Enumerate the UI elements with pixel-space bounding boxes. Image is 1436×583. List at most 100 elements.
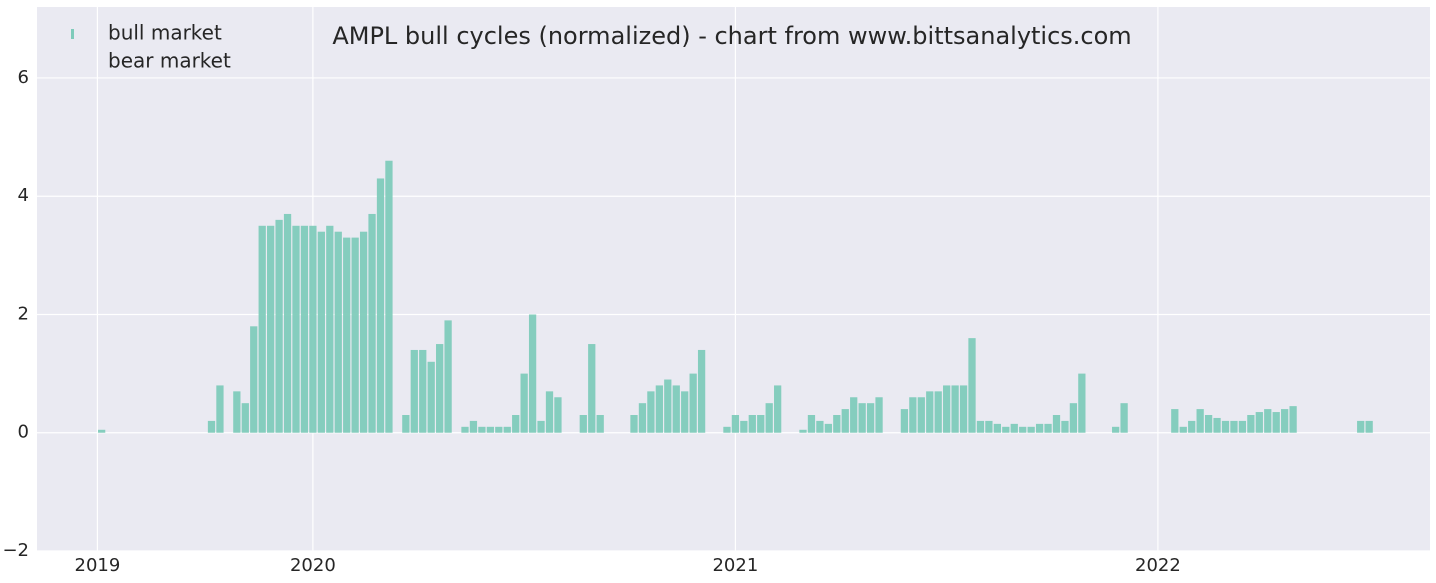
bar (926, 391, 934, 433)
bar (233, 391, 241, 433)
bar (824, 423, 832, 433)
bar (664, 379, 672, 433)
bar (959, 385, 968, 433)
bar (943, 385, 951, 433)
bar (807, 415, 816, 433)
bar (1112, 426, 1120, 433)
legend-marker (71, 29, 74, 39)
legend: bull market bear market (71, 21, 231, 73)
bar (1069, 403, 1078, 433)
bar (537, 420, 545, 433)
bar (520, 373, 528, 433)
bar (98, 429, 106, 433)
bar (866, 403, 875, 433)
bar (900, 409, 909, 433)
bar (1019, 426, 1027, 433)
legend-marker (71, 57, 74, 67)
bar (444, 320, 452, 433)
bar (934, 391, 942, 433)
bar (1357, 420, 1365, 433)
bar (1188, 420, 1196, 433)
bar (326, 225, 334, 433)
bar (486, 426, 494, 433)
bar (1281, 409, 1289, 433)
bar (427, 361, 435, 433)
y-tick-label: 6 (18, 67, 29, 88)
bar (512, 415, 520, 433)
bar (1365, 420, 1373, 433)
bar (1255, 412, 1263, 433)
bar (697, 349, 706, 433)
bar (740, 420, 748, 433)
bar (267, 225, 275, 433)
legend-text: bear market (108, 49, 231, 73)
bar (630, 415, 638, 433)
bar (1238, 420, 1247, 433)
bar (841, 409, 849, 433)
bar (241, 403, 249, 433)
bar (579, 415, 587, 433)
bar (528, 314, 537, 433)
y-tick-label: 0 (18, 422, 29, 443)
bar (1171, 409, 1179, 433)
bar (723, 426, 731, 433)
bar (376, 178, 385, 433)
bar (419, 349, 427, 433)
bar (757, 415, 765, 433)
bar (216, 385, 224, 433)
bar (317, 231, 325, 433)
bar (545, 391, 554, 433)
bar (495, 426, 503, 433)
bar (968, 338, 976, 433)
bar (638, 403, 647, 433)
bar (368, 213, 376, 433)
bar (1179, 426, 1187, 433)
bar (976, 420, 985, 433)
bar (1044, 423, 1052, 433)
bar (461, 426, 469, 433)
bar (359, 231, 368, 433)
bar (1264, 409, 1272, 433)
bar (1052, 415, 1061, 433)
bar (1002, 426, 1010, 433)
bar (1120, 403, 1128, 433)
bar (765, 403, 773, 433)
bar (748, 415, 756, 433)
bar (799, 429, 807, 433)
bar (993, 423, 1001, 433)
bar (655, 385, 663, 433)
bar (1289, 406, 1297, 433)
x-tick-label: 2020 (290, 555, 336, 576)
bar (850, 397, 858, 433)
bar (1061, 420, 1069, 433)
bar (1204, 415, 1213, 433)
bar (1027, 426, 1035, 433)
bar (300, 225, 309, 433)
y-tick-label: 4 (18, 185, 29, 206)
y-tick-label: −2 (2, 540, 29, 561)
legend-text: bull market (108, 21, 222, 45)
bar (309, 225, 317, 433)
bar (402, 415, 410, 433)
bar (1221, 420, 1230, 433)
bar (283, 213, 292, 433)
chart-title: AMPL bull cycles (normalized) - chart fr… (332, 22, 1131, 50)
bar (596, 415, 604, 433)
bar (917, 397, 925, 433)
bar (875, 397, 883, 433)
bar (689, 373, 697, 433)
bar (258, 225, 266, 433)
bar (1247, 415, 1255, 433)
bars (98, 160, 1373, 433)
bar (554, 397, 562, 433)
x-tick-label: 2021 (712, 555, 758, 576)
bar (1272, 412, 1280, 433)
bar (292, 225, 300, 433)
bar (681, 391, 689, 433)
bar (351, 237, 359, 433)
plot-area (37, 7, 1430, 551)
bar (647, 391, 655, 433)
axes: −2 0 2 4 6 2019 2020 2021 2022 (2, 67, 1180, 576)
bar (436, 344, 444, 433)
